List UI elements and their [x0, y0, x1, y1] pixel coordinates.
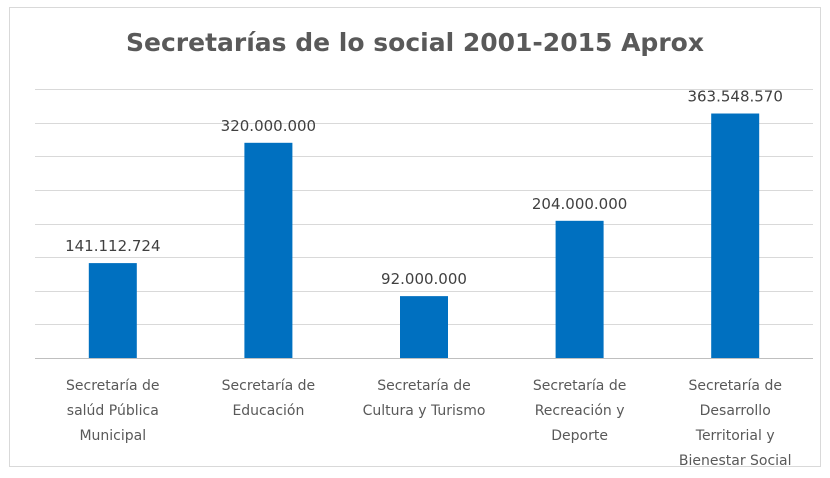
category-label-line: salúd Pública: [67, 403, 159, 419]
bar: [400, 296, 448, 358]
category-label: Secretaría de Cultura y Turismo: [363, 378, 486, 419]
category-label-line: Secretaría de: [222, 378, 316, 394]
category-label: Secretaría de salúd Pública Municipal: [66, 378, 160, 444]
category-label-line: Desarrollo: [700, 403, 771, 419]
bar: [555, 220, 604, 358]
category-label-line: Recreación y: [535, 403, 625, 419]
data-label: 320.000.000: [221, 117, 316, 135]
bar: [88, 263, 137, 358]
category-label-line: Municipal: [79, 428, 146, 444]
category-label-line: Educación: [232, 403, 304, 419]
data-label: 363.548.570: [687, 88, 782, 106]
data-label: 204.000.000: [532, 195, 627, 213]
category-label: Secretaría de Recreación y Deporte: [533, 378, 627, 444]
category-label-line: Deporte: [551, 428, 608, 444]
category-label: Secretaría de Desarrollo Territorial y Bien…: [679, 378, 792, 469]
category-label-line: Secretaría de: [377, 378, 471, 394]
data-label: 141.112.724: [65, 237, 160, 255]
category-label-line: Secretaría de: [533, 378, 627, 394]
chart-title: Secretarías de lo social 2001-2015 Aprox: [126, 28, 704, 57]
category-label-line: Secretaría de: [688, 378, 782, 394]
bar: [711, 113, 760, 359]
category-label: Secretaría de Educación: [222, 378, 316, 419]
category-label-line: Secretaría de: [66, 378, 160, 394]
chart-frame: [9, 7, 821, 467]
category-label-line: Bienestar Social: [679, 453, 792, 469]
category-label-line: Territorial y: [695, 428, 775, 444]
data-label: 92.000.000: [381, 270, 467, 288]
bar: [244, 142, 293, 358]
category-label-line: Cultura y Turismo: [363, 403, 486, 419]
